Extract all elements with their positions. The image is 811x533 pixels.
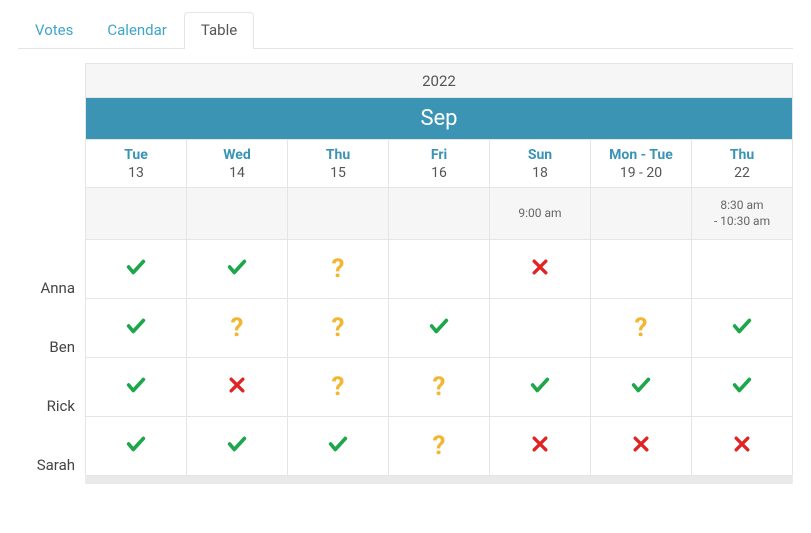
vote-cell[interactable]: ? xyxy=(288,358,389,417)
check-icon xyxy=(428,315,450,337)
vote-cell[interactable] xyxy=(490,240,591,299)
time-slot-header: 9:00 am xyxy=(490,188,591,240)
vote-cell[interactable] xyxy=(187,417,288,476)
vote-cell[interactable] xyxy=(86,240,187,299)
vote-cell[interactable] xyxy=(86,299,187,358)
availability-grid: Anna Ben Rick Sarah 2022 Sep Tue13Wed14T… xyxy=(18,63,793,494)
time-slot-header xyxy=(389,188,490,240)
participant-row: ?? xyxy=(86,358,793,417)
participant-row: ??? xyxy=(86,299,793,358)
vote-cell[interactable] xyxy=(389,299,490,358)
participant-name: Ben xyxy=(18,317,85,376)
day-of-month: 14 xyxy=(187,165,287,181)
year-header: 2022 xyxy=(86,64,793,98)
horizontal-scrollbar[interactable] xyxy=(85,476,793,484)
day-of-week: Thu xyxy=(692,147,792,163)
vote-cell[interactable] xyxy=(389,240,490,299)
tab-votes[interactable]: Votes xyxy=(18,12,90,49)
vote-cell[interactable] xyxy=(591,358,692,417)
vote-cell[interactable] xyxy=(86,417,187,476)
check-icon xyxy=(226,433,248,455)
time-slot-header xyxy=(591,188,692,240)
vote-cell[interactable] xyxy=(692,417,793,476)
vote-cell[interactable] xyxy=(692,240,793,299)
day-of-week: Sun xyxy=(490,147,590,163)
vote-cell[interactable] xyxy=(490,358,591,417)
vote-cell[interactable]: ? xyxy=(389,358,490,417)
question-icon: ? xyxy=(635,315,648,341)
vote-cell[interactable]: ? xyxy=(288,240,389,299)
view-tabs: Votes Calendar Table xyxy=(18,12,793,49)
day-of-month: 19 - 20 xyxy=(591,165,691,181)
time-slot-header: 8:30 am - 10:30 am xyxy=(692,188,793,240)
check-icon xyxy=(125,256,147,278)
question-icon: ? xyxy=(332,374,345,400)
date-column-header: Mon - Tue 19 - 20 xyxy=(591,140,692,188)
time-slot-header xyxy=(86,188,187,240)
participant-row: ? xyxy=(86,240,793,299)
cross-icon xyxy=(732,434,752,454)
day-of-week: Fri xyxy=(389,147,489,163)
day-of-month: 22 xyxy=(692,165,792,181)
month-header: Sep xyxy=(86,98,793,140)
tab-table[interactable]: Table xyxy=(184,12,254,49)
cross-icon xyxy=(530,257,550,277)
vote-cell[interactable] xyxy=(591,417,692,476)
check-icon xyxy=(125,433,147,455)
day-of-month: 18 xyxy=(490,165,590,181)
participant-names-column: Anna Ben Rick Sarah xyxy=(18,63,85,494)
date-column-header: Sun 18 xyxy=(490,140,591,188)
date-column-header: Thu 22 xyxy=(692,140,793,188)
question-icon: ? xyxy=(231,315,244,341)
check-icon xyxy=(529,374,551,396)
vote-cell[interactable]: ? xyxy=(187,299,288,358)
vote-cell[interactable] xyxy=(86,358,187,417)
tab-calendar[interactable]: Calendar xyxy=(90,12,184,49)
question-icon: ? xyxy=(332,256,345,282)
day-of-month: 15 xyxy=(288,165,388,181)
question-icon: ? xyxy=(433,433,446,459)
day-of-week: Mon - Tue xyxy=(591,147,691,163)
question-icon: ? xyxy=(332,315,345,341)
vote-cell[interactable] xyxy=(692,299,793,358)
time-slot-header xyxy=(288,188,389,240)
schedule-table: 2022 Sep Tue13Wed14Thu15Fri16Sun18Mon - … xyxy=(85,63,793,476)
vote-cell[interactable]: ? xyxy=(288,299,389,358)
day-of-month: 16 xyxy=(389,165,489,181)
check-icon xyxy=(731,374,753,396)
question-icon: ? xyxy=(433,374,446,400)
vote-cell[interactable] xyxy=(187,358,288,417)
day-of-week: Wed xyxy=(187,147,287,163)
vote-cell[interactable] xyxy=(288,417,389,476)
vote-cell[interactable] xyxy=(490,299,591,358)
check-icon xyxy=(327,433,349,455)
check-icon xyxy=(125,315,147,337)
check-icon xyxy=(630,374,652,396)
participant-row: ? xyxy=(86,417,793,476)
date-column-header: Fri 16 xyxy=(389,140,490,188)
vote-cell[interactable]: ? xyxy=(591,299,692,358)
check-icon xyxy=(731,315,753,337)
vote-cell[interactable] xyxy=(490,417,591,476)
vote-cell[interactable] xyxy=(187,240,288,299)
participant-name: Rick xyxy=(18,376,85,435)
cross-icon xyxy=(227,375,247,395)
vote-cell[interactable]: ? xyxy=(389,417,490,476)
day-of-week: Tue xyxy=(86,147,186,163)
vote-cell[interactable] xyxy=(692,358,793,417)
date-column-header: Tue 13 xyxy=(86,140,187,188)
check-icon xyxy=(125,374,147,396)
cross-icon xyxy=(631,434,651,454)
day-of-week: Thu xyxy=(288,147,388,163)
date-column-header: Thu 15 xyxy=(288,140,389,188)
vote-cell[interactable] xyxy=(591,240,692,299)
time-slot-header xyxy=(187,188,288,240)
cross-icon xyxy=(530,434,550,454)
check-icon xyxy=(226,256,248,278)
participant-name: Anna xyxy=(18,258,85,317)
day-of-month: 13 xyxy=(86,165,186,181)
date-column-header: Wed 14 xyxy=(187,140,288,188)
schedule-table-wrapper: 2022 Sep Tue13Wed14Thu15Fri16Sun18Mon - … xyxy=(85,63,793,494)
participant-name: Sarah xyxy=(18,435,85,494)
